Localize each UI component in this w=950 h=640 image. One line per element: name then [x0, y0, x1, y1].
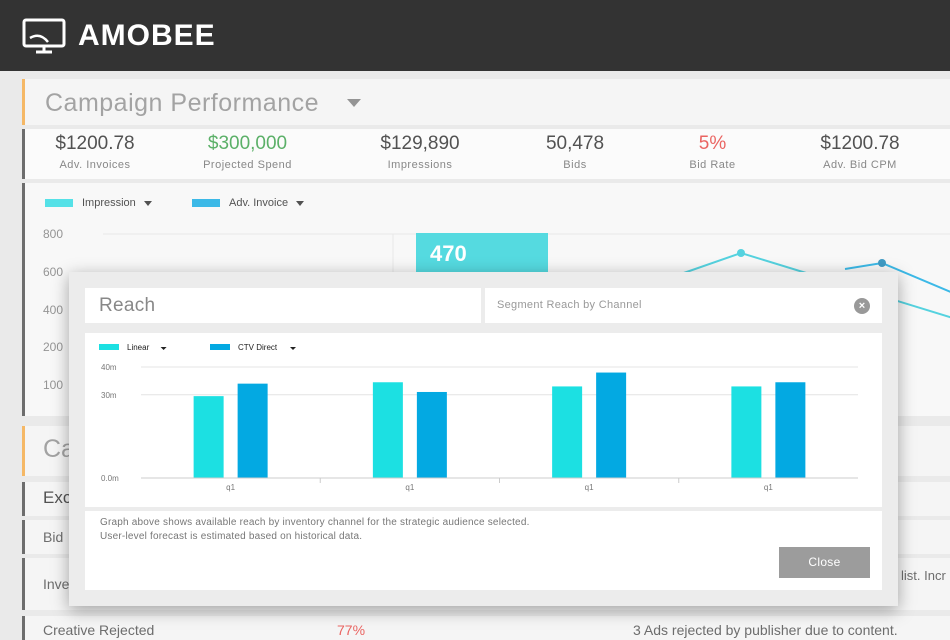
y-tick: 400 [43, 303, 64, 317]
modal-title-box: Reach [85, 288, 481, 323]
segment-field[interactable]: Segment Reach by Channel × [485, 288, 882, 323]
kpi-bids: 50,478 Bids [510, 129, 640, 179]
detail-row-label: Exc [43, 488, 72, 507]
description-line: User-level forecast is estimated based o… [100, 531, 363, 542]
data-point [878, 259, 886, 267]
y-tick: 600 [43, 265, 64, 279]
modal-description: Graph above shows available reach by inv… [100, 516, 530, 544]
y-tick-label: 30m [101, 391, 117, 400]
kpi-adv-bid-cpm: $1200.78 Adv. Bid CPM [785, 129, 935, 179]
close-button[interactable]: Close [779, 547, 870, 578]
kpi-row: $1200.78 Adv. Invoices $300,000 Projecte… [22, 129, 950, 179]
legend-label: Linear [127, 343, 150, 352]
legend-swatch [210, 344, 230, 350]
detail-row: Creative Rejected 77% 3 Ads rejected by … [22, 616, 950, 640]
kpi-value: $1200.78 [820, 133, 900, 154]
bar-linear [193, 396, 224, 478]
legend-impression[interactable]: Impression [45, 197, 152, 209]
bar-linear [552, 386, 583, 478]
segment-label: Segment Reach by Channel [497, 299, 642, 311]
detail-row-value: 77% [337, 622, 366, 638]
description-box: Graph above shows available reach by inv… [85, 511, 882, 590]
bar-ctv-direct [596, 372, 627, 478]
chevron-down-icon[interactable] [347, 99, 361, 107]
kpi-value: $300,000 [207, 133, 288, 154]
chevron-down-icon [296, 200, 305, 206]
kpi-label: Adv. Bid CPM [823, 159, 897, 171]
y-tick-label: 0.0m [101, 474, 119, 483]
legend-label: CTV Direct [238, 343, 278, 352]
x-tick-label: q1 [764, 483, 773, 492]
legend-linear[interactable]: Linear [99, 343, 167, 352]
legend-adv-invoice[interactable]: Adv. Invoice [192, 197, 305, 209]
brand-logo[interactable]: AMOBEE [22, 18, 216, 54]
modal-title: Reach [99, 295, 156, 316]
highlight-value: 470 [430, 241, 467, 266]
description-line: Graph above shows available reach by inv… [100, 517, 530, 528]
kpi-label: Adv. Invoices [59, 159, 131, 171]
detail-row-note: 3 Ads rejected by publisher due to conte… [633, 622, 898, 638]
legend-label: Impression [82, 197, 136, 209]
kpi-value: 50,478 [545, 133, 605, 154]
reach-modal: Reach Segment Reach by Channel × Linear C… [69, 272, 898, 606]
legend-swatch [45, 199, 73, 207]
kpi-label: Impressions [387, 159, 453, 171]
bar-linear [372, 382, 403, 478]
legend-label: Adv. Invoice [229, 197, 289, 209]
legend-ctv-direct[interactable]: CTV Direct [210, 343, 296, 352]
bar-linear [731, 386, 762, 478]
top-bar: AMOBEE [0, 0, 950, 71]
highlight-value-card[interactable]: 470 [416, 233, 548, 275]
bar-ctv-direct [416, 391, 447, 478]
monitor-logo-icon [22, 18, 66, 54]
kpi-bid-rate: 5% Bid Rate [640, 129, 785, 179]
campaign-header: Campaign Performance [22, 79, 950, 125]
y-tick-label: 40m [101, 363, 117, 372]
detail-row-label: Creative Rejected [43, 622, 155, 638]
reach-chart-svg: Linear CTV Direct 40m 30m 0.0m q1 q1 q1 q1 [99, 343, 858, 492]
reach-chart: Linear CTV Direct 40m 30m 0.0m q1 q1 q1 q1 [85, 333, 882, 507]
bar-ctv-direct [775, 382, 806, 478]
kpi-label: Projected Spend [203, 159, 292, 171]
chevron-down-icon [290, 347, 296, 350]
x-tick-label: q1 [585, 483, 594, 492]
x-tick-label: q1 [226, 483, 235, 492]
campaign-title: Campaign Performance [45, 89, 320, 117]
kpi-adv-invoices: $1200.78 Adv. Invoices [25, 129, 165, 179]
close-circle-icon[interactable]: × [854, 298, 870, 314]
chevron-down-icon [160, 347, 167, 350]
kpi-label: Bids [563, 159, 587, 171]
legend-swatch [99, 344, 119, 350]
y-tick: 100 [43, 378, 64, 392]
x-tick-label: q1 [405, 483, 414, 492]
kpi-value: $129,890 [380, 133, 460, 154]
kpi-value: $1200.78 [55, 133, 135, 154]
kpi-impressions: $129,890 Impressions [330, 129, 510, 179]
brand-name: AMOBEE [78, 19, 216, 52]
detail-row-label: Inve [43, 576, 70, 592]
detail-row-note: list. Incr [901, 568, 946, 583]
data-point [737, 249, 745, 257]
y-tick: 800 [43, 227, 64, 241]
legend-swatch [192, 199, 220, 207]
bar-ctv-direct [237, 383, 268, 478]
kpi-projected-spend: $300,000 Projected Spend [165, 129, 330, 179]
kpi-value: 5% [698, 133, 727, 154]
detail-row-label: Bid [43, 529, 64, 545]
kpi-label: Bid Rate [689, 159, 736, 171]
chevron-down-icon [143, 200, 152, 206]
y-tick: 200 [43, 340, 64, 354]
